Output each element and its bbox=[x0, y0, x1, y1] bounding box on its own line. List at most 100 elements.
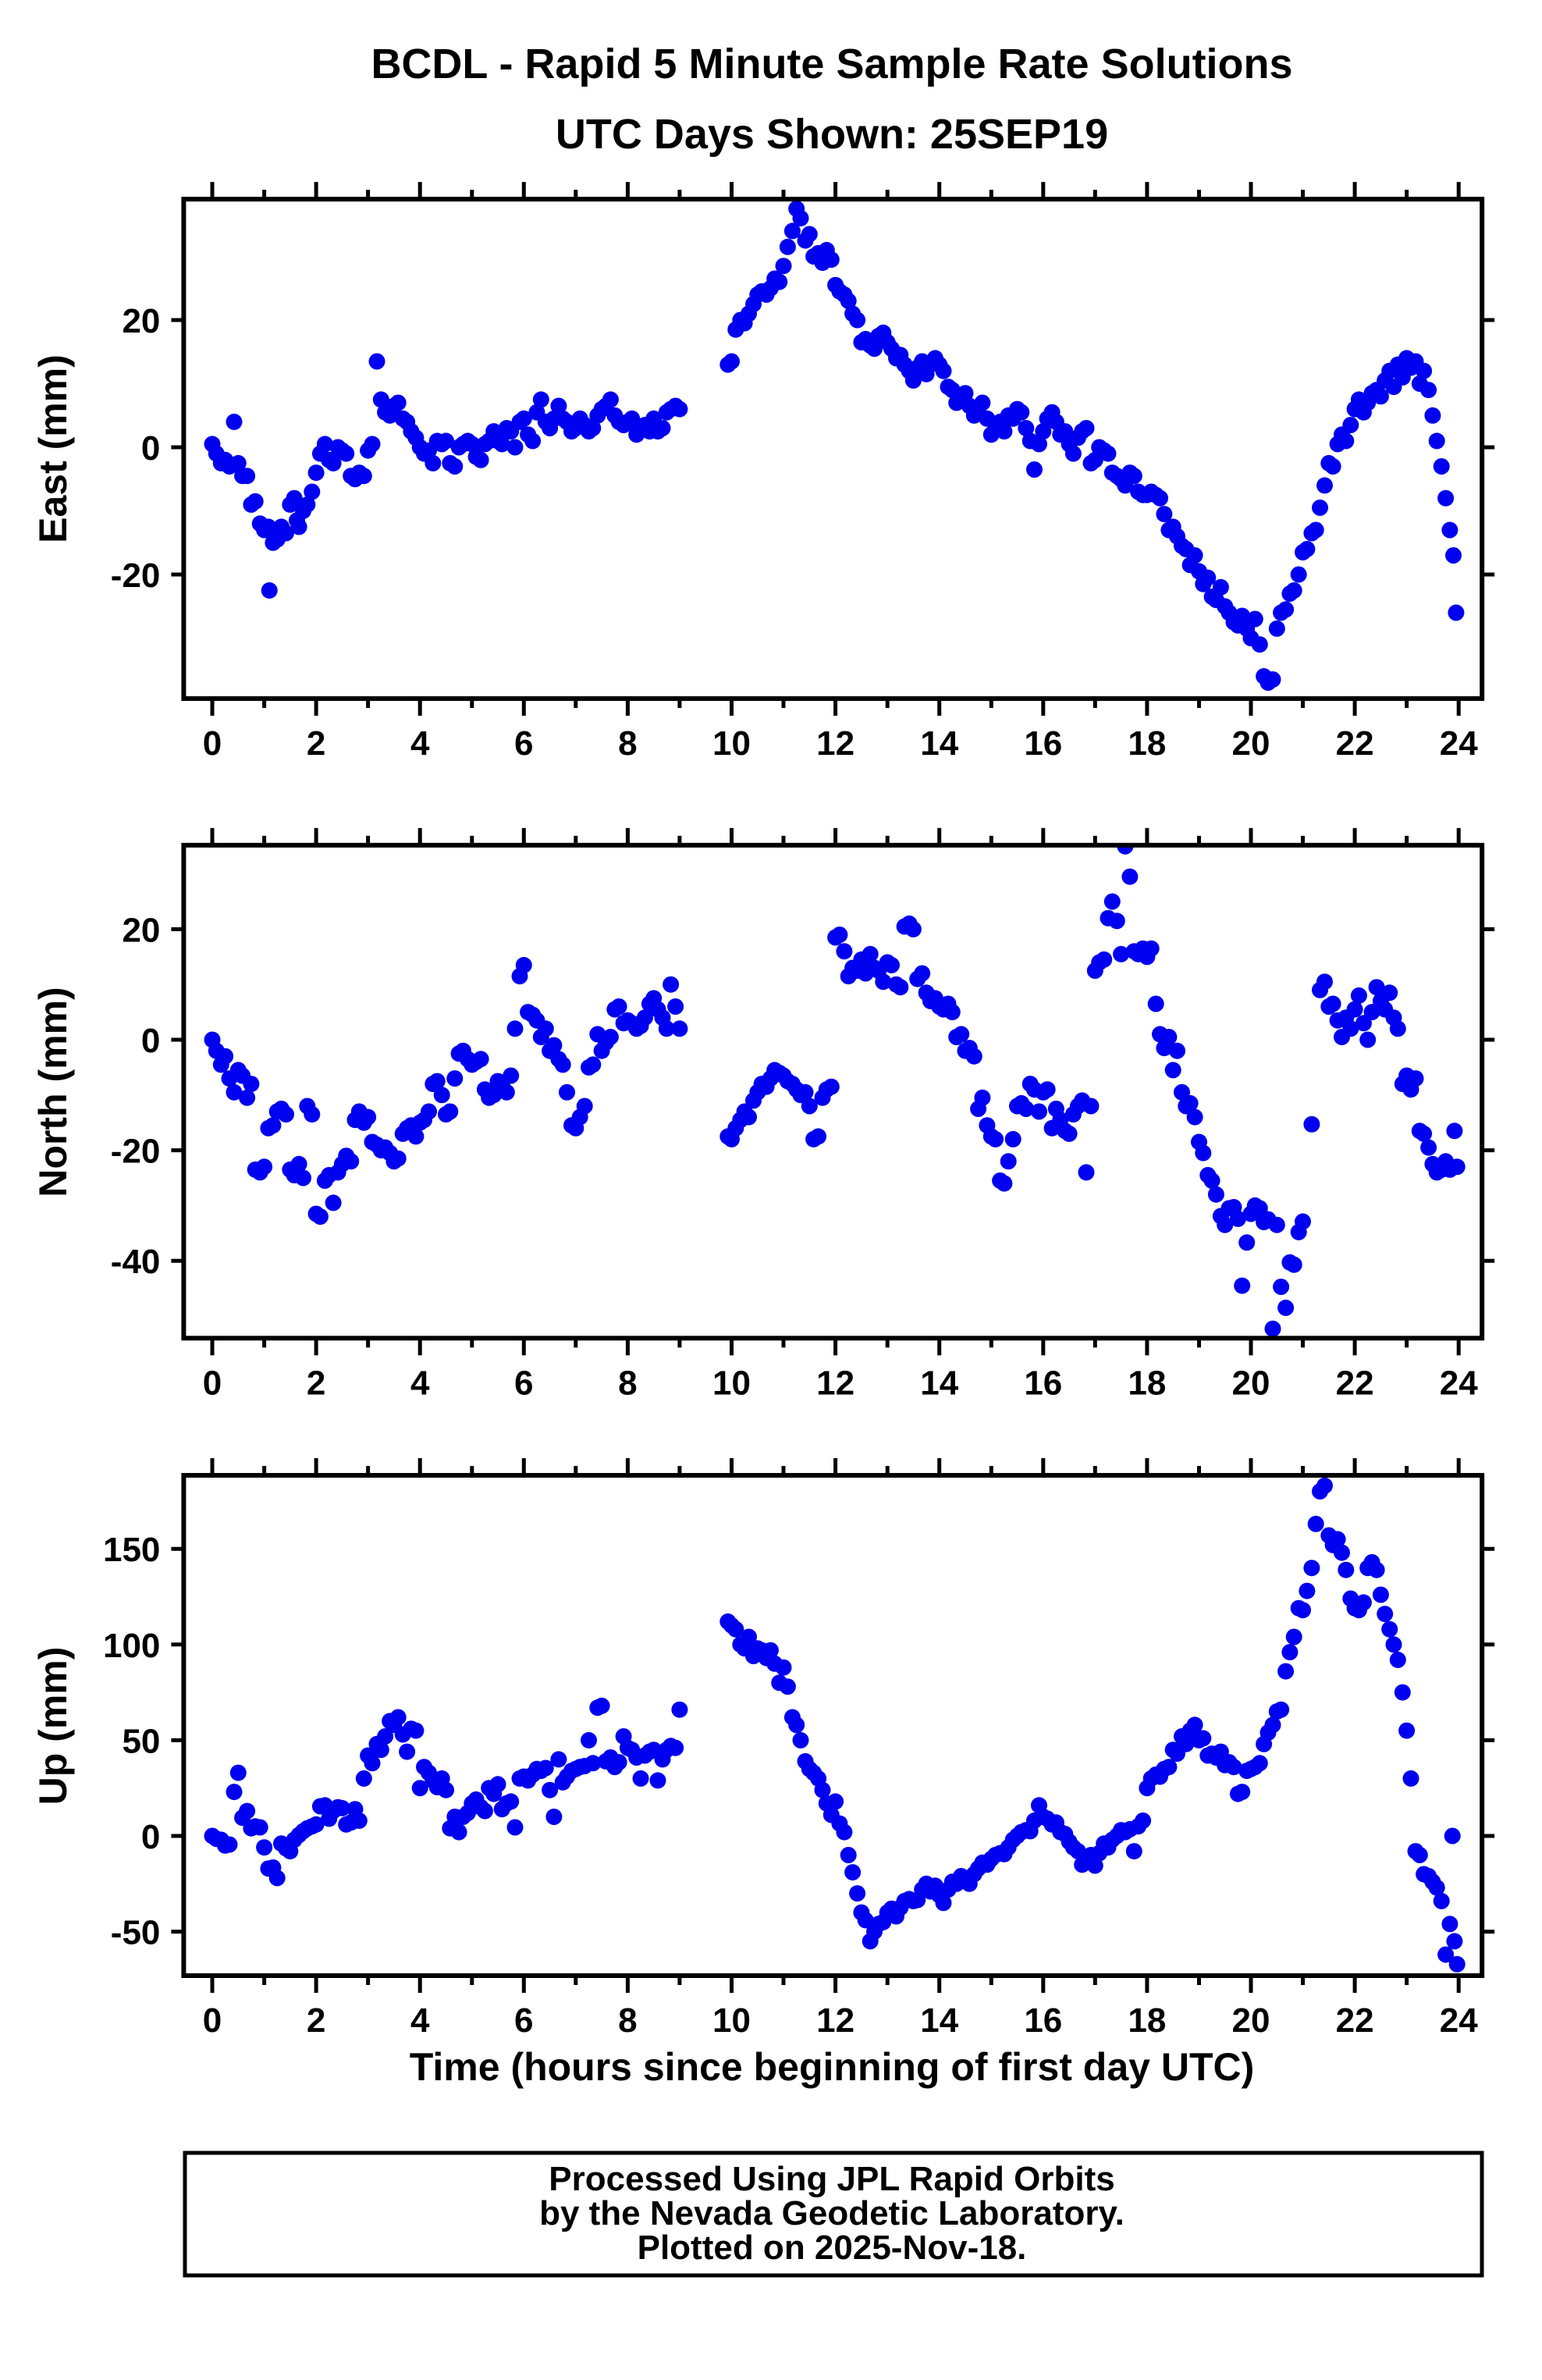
data-point bbox=[1299, 1582, 1316, 1599]
x-tick-label: 24 bbox=[1440, 724, 1478, 763]
data-point bbox=[667, 1739, 684, 1756]
data-point bbox=[515, 956, 532, 973]
data-point bbox=[1420, 1139, 1437, 1156]
y-tick-label: 20 bbox=[122, 302, 160, 340]
data-point bbox=[1338, 432, 1355, 450]
x-axis-title: Time (hours since beginning of first day… bbox=[410, 2045, 1255, 2089]
data-point bbox=[914, 965, 931, 982]
data-point bbox=[1234, 1784, 1251, 1801]
data-point bbox=[489, 1776, 506, 1793]
data-point bbox=[584, 1755, 602, 1772]
data-point bbox=[243, 1076, 260, 1093]
data-point bbox=[1264, 1717, 1281, 1734]
y-tick-label: -40 bbox=[111, 1243, 161, 1281]
data-point bbox=[788, 1717, 805, 1734]
data-point bbox=[584, 420, 602, 436]
x-tick-label: 2 bbox=[307, 2001, 325, 2040]
data-point bbox=[316, 436, 333, 453]
data-point bbox=[1268, 1216, 1285, 1233]
data-point bbox=[407, 1722, 425, 1739]
data-point bbox=[1307, 1515, 1324, 1532]
data-point bbox=[1389, 1020, 1406, 1037]
data-point bbox=[226, 413, 243, 430]
data-point bbox=[506, 1020, 524, 1037]
data-point bbox=[1342, 417, 1359, 433]
up-axis-title: Up (mm) bbox=[31, 1647, 75, 1805]
x-tick-label: 4 bbox=[410, 2001, 430, 2040]
data-point bbox=[1299, 540, 1316, 557]
data-point bbox=[1229, 1210, 1246, 1227]
data-point bbox=[1445, 547, 1462, 564]
data-point bbox=[1407, 1070, 1424, 1087]
data-point bbox=[875, 973, 892, 991]
data-point bbox=[1212, 578, 1229, 596]
data-point bbox=[827, 1793, 844, 1810]
data-point bbox=[364, 436, 381, 453]
data-point bbox=[1186, 547, 1203, 564]
data-point bbox=[1342, 1020, 1359, 1037]
data-point bbox=[278, 1106, 294, 1123]
data-point bbox=[1246, 610, 1263, 628]
data-point bbox=[857, 1912, 874, 1929]
footer-line-3: Plotted on 2025-Nov-18. bbox=[638, 2229, 1027, 2267]
data-point bbox=[372, 391, 389, 408]
data-point bbox=[299, 496, 316, 513]
data-point bbox=[1295, 1213, 1311, 1230]
data-point bbox=[671, 400, 688, 418]
x-tick-label: 4 bbox=[410, 724, 430, 763]
data-point bbox=[554, 1056, 571, 1073]
data-point bbox=[442, 1103, 459, 1120]
data-point bbox=[792, 1731, 809, 1749]
data-point bbox=[1277, 601, 1295, 618]
data-point bbox=[256, 1158, 273, 1176]
data-point bbox=[1225, 1759, 1242, 1776]
data-point bbox=[450, 1823, 467, 1841]
data-point bbox=[1398, 1722, 1416, 1739]
data-point bbox=[1312, 499, 1328, 516]
data-point bbox=[762, 1642, 779, 1659]
x-tick-label: 16 bbox=[1024, 1364, 1062, 1402]
x-tick-label: 2 bbox=[307, 724, 325, 763]
x-tick-label: 18 bbox=[1128, 1364, 1166, 1402]
data-point bbox=[1026, 461, 1043, 478]
data-point bbox=[559, 1083, 575, 1101]
data-point bbox=[935, 1894, 952, 1912]
data-point bbox=[823, 251, 840, 269]
data-point bbox=[1324, 458, 1341, 475]
data-point bbox=[1125, 468, 1142, 485]
data-point bbox=[446, 458, 464, 475]
data-point bbox=[368, 353, 386, 370]
data-point bbox=[667, 998, 684, 1015]
x-tick-label: 22 bbox=[1336, 724, 1374, 763]
data-point bbox=[723, 353, 740, 370]
data-point bbox=[260, 518, 277, 535]
figure-title: BCDL - Rapid 5 Minute Sample Rate Soluti… bbox=[371, 41, 1292, 87]
data-point bbox=[1203, 1172, 1220, 1189]
data-point bbox=[671, 1701, 688, 1718]
x-tick-label: 12 bbox=[816, 1364, 854, 1402]
data-point bbox=[1324, 995, 1341, 1012]
data-point bbox=[632, 1770, 649, 1787]
data-point bbox=[1303, 1115, 1320, 1133]
data-point bbox=[1355, 1594, 1372, 1611]
data-point bbox=[428, 1073, 446, 1090]
x-tick-label: 18 bbox=[1128, 2001, 1166, 2040]
data-point bbox=[1350, 987, 1367, 1004]
data-point bbox=[1368, 979, 1385, 996]
data-point bbox=[537, 1020, 554, 1037]
data-point bbox=[1207, 1186, 1224, 1203]
data-point bbox=[1142, 940, 1160, 957]
data-point bbox=[602, 391, 619, 408]
x-tick-label: 16 bbox=[1024, 2001, 1062, 2040]
data-point bbox=[446, 1070, 464, 1087]
data-point bbox=[1186, 1717, 1203, 1734]
x-tick-label: 0 bbox=[203, 2001, 222, 2040]
north-axis-title: North (mm) bbox=[31, 987, 75, 1197]
plot-frame bbox=[181, 197, 1485, 701]
data-point bbox=[221, 1836, 238, 1853]
data-point bbox=[286, 489, 303, 507]
data-point bbox=[1100, 445, 1117, 462]
data-point bbox=[1363, 1004, 1380, 1021]
data-point bbox=[1277, 1299, 1295, 1316]
